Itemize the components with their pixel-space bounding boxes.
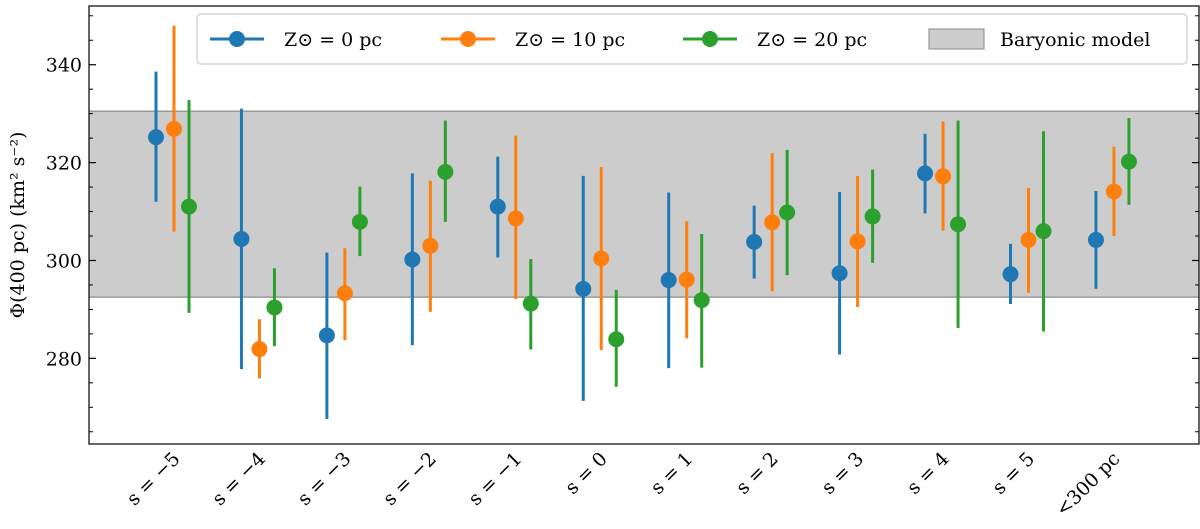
data-point bbox=[1020, 231, 1037, 248]
data-point bbox=[575, 280, 592, 297]
data-point bbox=[336, 285, 353, 302]
data-point bbox=[522, 295, 539, 312]
legend-label: Z⊙ = 0 pc bbox=[284, 29, 382, 51]
data-point bbox=[917, 165, 934, 182]
y-tick-label: 280 bbox=[46, 348, 82, 370]
data-point bbox=[181, 198, 197, 215]
data-point bbox=[233, 230, 250, 247]
x-tick-label: s = −1 bbox=[464, 448, 526, 510]
legend: Z⊙ = 0 pc Z⊙ = 10 pc Z⊙ = 20 pc Baryonic mo… bbox=[196, 13, 1188, 65]
data-point bbox=[251, 341, 268, 358]
data-point bbox=[1105, 183, 1122, 200]
legend-marker bbox=[229, 31, 245, 47]
x-tick-label: s = 5 bbox=[988, 448, 1039, 499]
y-ticks: 280 300 320 340 bbox=[46, 15, 1199, 433]
x-tick-label: s = 1 bbox=[646, 448, 697, 499]
data-point bbox=[1035, 223, 1052, 240]
legend-label: Baryonic model bbox=[1000, 29, 1150, 51]
data-point bbox=[437, 163, 454, 180]
data-point bbox=[1087, 231, 1104, 248]
x-tick-label: s = 3 bbox=[817, 448, 868, 499]
data-point bbox=[764, 214, 781, 231]
data-point bbox=[507, 210, 524, 227]
data-point bbox=[351, 213, 368, 230]
data-point bbox=[693, 292, 710, 309]
legend-band-swatch bbox=[928, 28, 985, 50]
data-point bbox=[1120, 153, 1137, 170]
data-point bbox=[318, 327, 335, 344]
x-tick-label: <300 pc bbox=[1052, 448, 1125, 521]
series-2 bbox=[181, 99, 1137, 387]
y-tick-label: 320 bbox=[46, 153, 82, 175]
data-point bbox=[849, 233, 866, 250]
data-point bbox=[1002, 266, 1019, 283]
data-point bbox=[404, 251, 421, 268]
baryonic-band bbox=[89, 111, 1199, 298]
x-tick-label: s = −4 bbox=[208, 448, 270, 510]
data-point bbox=[660, 272, 677, 289]
data-point bbox=[746, 233, 763, 250]
x-tick-label: s = −5 bbox=[122, 448, 184, 510]
x-ticks: s = −5 s = −4 s = −3 s = −2 s = −1 s = 0 s = 1… bbox=[122, 448, 1124, 521]
data-point bbox=[593, 250, 610, 267]
data-point bbox=[864, 208, 881, 225]
y-axis-label: Φ(400 pc) (km² s⁻²) bbox=[7, 132, 29, 319]
legend-marker bbox=[702, 31, 718, 47]
x-tick-label: s = 2 bbox=[732, 448, 783, 499]
plot-frame bbox=[88, 5, 1200, 445]
legend-label: Z⊙ = 20 pc bbox=[757, 29, 867, 51]
legend-label: Z⊙ = 10 pc bbox=[515, 29, 625, 51]
series-1 bbox=[166, 25, 1122, 379]
data-point bbox=[489, 198, 506, 215]
data-point bbox=[166, 120, 182, 137]
x-tick-label: s = −2 bbox=[379, 448, 441, 510]
data-point bbox=[148, 129, 164, 146]
series-0 bbox=[148, 71, 1104, 420]
data-point bbox=[422, 237, 439, 254]
data-point bbox=[678, 271, 695, 288]
y-tick-label: 340 bbox=[46, 55, 82, 77]
legend-marker bbox=[460, 31, 476, 47]
x-tick-label: s = 0 bbox=[561, 448, 612, 499]
data-point bbox=[935, 168, 952, 185]
data-point bbox=[950, 216, 967, 233]
data-point bbox=[831, 265, 848, 282]
data-point bbox=[608, 331, 625, 348]
x-tick-label: s = 4 bbox=[903, 448, 954, 499]
data-point bbox=[266, 299, 283, 316]
y-tick-label: 300 bbox=[46, 250, 82, 272]
baryonic-model-band-layer bbox=[89, 110, 1199, 298]
x-tick-label: s = −3 bbox=[293, 448, 355, 510]
data-point bbox=[779, 204, 796, 221]
series-layer bbox=[148, 25, 1137, 420]
